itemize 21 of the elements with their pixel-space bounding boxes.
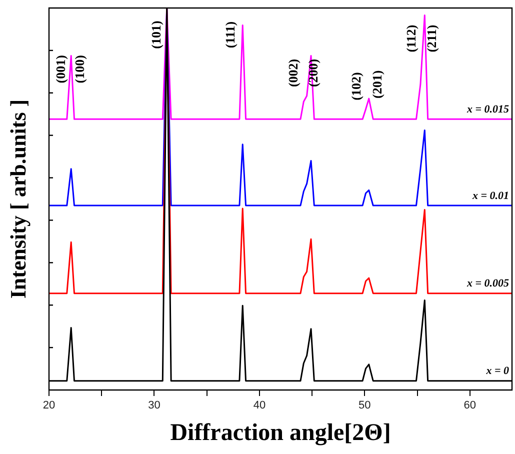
x-tick-label: 30 [148, 400, 160, 412]
x-tick-label: 20 [42, 400, 56, 412]
x-axis-title: Diffraction angle[2Θ] [170, 420, 391, 446]
annotation: (001) [52, 55, 68, 84]
annotation: (112) [403, 24, 418, 52]
x-tick-label: 50 [358, 400, 371, 412]
annotation: (002) [286, 58, 301, 88]
annotation: (111) [222, 21, 238, 48]
annotation: (201) [370, 70, 385, 98]
annotation: (102) [348, 72, 364, 100]
annotation: (200) [306, 58, 321, 88]
x-tick-label: 40 [253, 400, 266, 412]
y-axis-title: Intensity [ arb.units ] [6, 99, 31, 299]
series-label: x = 0.005 [466, 278, 510, 290]
annotation: (101) [148, 20, 164, 49]
series-label: x = 0 [485, 365, 510, 378]
series-label: x = 0.01 [471, 190, 509, 202]
annotation: (211) [424, 24, 440, 52]
x-tick-label: 60 [464, 400, 476, 412]
annotation: (100) [72, 55, 87, 84]
series-label: x = 0.015 [466, 104, 510, 116]
